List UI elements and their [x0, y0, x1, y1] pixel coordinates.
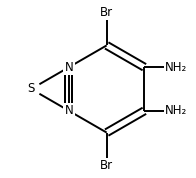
Text: Br: Br [100, 6, 113, 19]
Text: Br: Br [100, 159, 113, 172]
Text: NH₂: NH₂ [165, 104, 187, 117]
Text: NH₂: NH₂ [165, 61, 187, 74]
Text: N: N [64, 104, 73, 117]
Text: N: N [64, 61, 73, 74]
Text: S: S [27, 82, 35, 96]
